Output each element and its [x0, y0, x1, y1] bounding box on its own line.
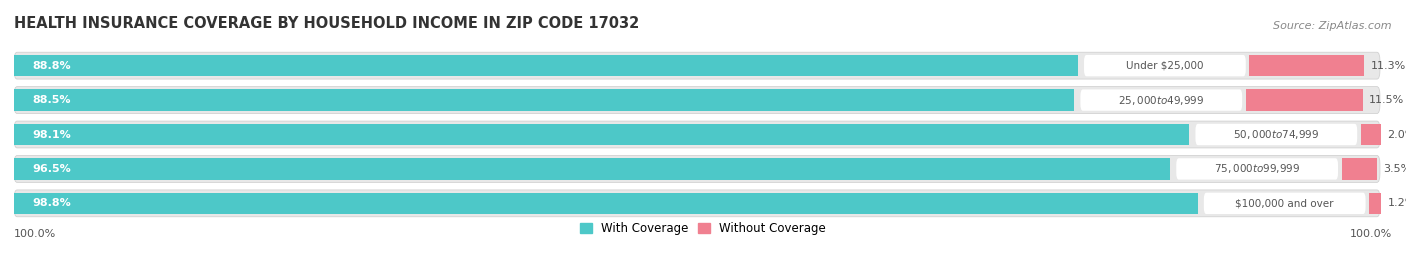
FancyBboxPatch shape — [1204, 193, 1365, 214]
Legend: With Coverage, Without Coverage: With Coverage, Without Coverage — [579, 222, 827, 235]
FancyBboxPatch shape — [14, 121, 1379, 148]
Text: 11.3%: 11.3% — [1371, 61, 1406, 71]
Text: $50,000 to $74,999: $50,000 to $74,999 — [1233, 128, 1319, 141]
Text: 11.5%: 11.5% — [1369, 95, 1405, 105]
FancyBboxPatch shape — [1195, 124, 1357, 145]
Text: 98.1%: 98.1% — [32, 129, 70, 140]
Text: 100.0%: 100.0% — [1350, 229, 1392, 239]
FancyBboxPatch shape — [1080, 89, 1241, 111]
Text: Source: ZipAtlas.com: Source: ZipAtlas.com — [1274, 21, 1392, 31]
Bar — [1341, 158, 1378, 180]
Text: Under $25,000: Under $25,000 — [1126, 61, 1204, 71]
FancyBboxPatch shape — [14, 155, 1379, 182]
FancyBboxPatch shape — [14, 190, 1379, 217]
Bar — [14, 158, 1170, 180]
Text: $25,000 to $49,999: $25,000 to $49,999 — [1118, 94, 1205, 107]
Text: 88.5%: 88.5% — [32, 95, 70, 105]
FancyBboxPatch shape — [1084, 55, 1246, 76]
Text: $75,000 to $99,999: $75,000 to $99,999 — [1213, 162, 1301, 175]
Text: 1.2%: 1.2% — [1388, 198, 1406, 208]
Bar — [14, 89, 1074, 111]
Bar — [14, 124, 1189, 145]
FancyBboxPatch shape — [14, 87, 1379, 114]
Text: 96.5%: 96.5% — [32, 164, 70, 174]
Bar — [14, 193, 1198, 214]
Text: 98.8%: 98.8% — [32, 198, 70, 208]
Text: 2.0%: 2.0% — [1388, 129, 1406, 140]
Bar — [1246, 89, 1362, 111]
Text: 100.0%: 100.0% — [14, 229, 56, 239]
Text: 3.5%: 3.5% — [1384, 164, 1406, 174]
Bar — [1369, 193, 1382, 214]
FancyBboxPatch shape — [14, 52, 1379, 79]
Text: 88.8%: 88.8% — [32, 61, 70, 71]
Text: $100,000 and over: $100,000 and over — [1236, 198, 1334, 208]
Bar — [1361, 124, 1381, 145]
FancyBboxPatch shape — [1177, 158, 1339, 180]
Bar — [14, 55, 1078, 76]
Text: HEALTH INSURANCE COVERAGE BY HOUSEHOLD INCOME IN ZIP CODE 17032: HEALTH INSURANCE COVERAGE BY HOUSEHOLD I… — [14, 16, 640, 31]
Bar — [1250, 55, 1364, 76]
